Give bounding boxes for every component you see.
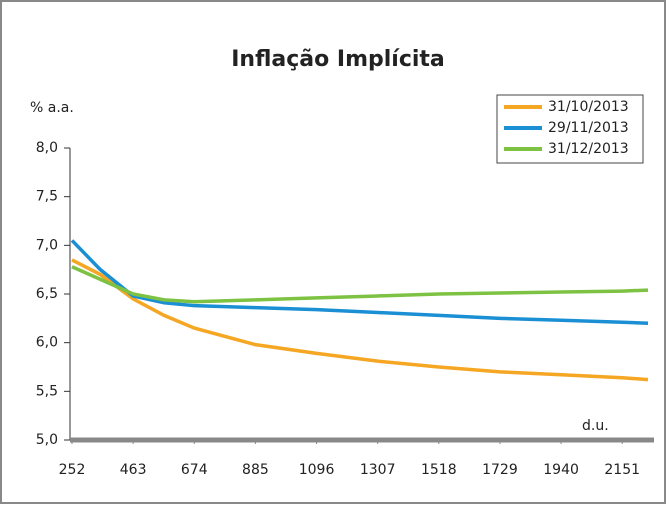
x-tick-label: 885: [242, 462, 269, 478]
y-tick-label: 5,5: [36, 383, 58, 399]
line-series: [70, 239, 649, 325]
x-axis-label: d.u.: [582, 418, 609, 434]
x-tick-label: 1940: [543, 462, 579, 478]
x-tick-label: 252: [59, 462, 86, 478]
legend-label: 31/12/2013: [548, 141, 629, 157]
y-tick-label: 7,0: [36, 237, 58, 253]
x-tick-label: 674: [181, 462, 208, 478]
x-tick-label: 1096: [299, 462, 335, 478]
y-tick-label: 7,5: [36, 189, 58, 205]
line-series: [71, 265, 649, 304]
legend-label: 29/11/2013: [548, 120, 629, 136]
y-tick-label: 6,5: [36, 286, 58, 302]
y-axis-label: % a.a.: [30, 100, 74, 116]
y-tick-label: 8,0: [36, 140, 58, 156]
y-tick-label: 5,0: [36, 432, 58, 448]
x-tick-label: 1729: [482, 462, 518, 478]
line-series: [71, 258, 649, 382]
x-tick-label: 463: [120, 462, 147, 478]
legend-label: 31/10/2013: [548, 99, 629, 115]
x-tick-label: 1518: [421, 462, 457, 478]
x-tick-label: 1307: [360, 462, 396, 478]
chart-title: Inflação Implícita: [231, 47, 445, 72]
x-tick-label: 2151: [604, 462, 640, 478]
y-tick-label: 6,0: [36, 335, 58, 351]
